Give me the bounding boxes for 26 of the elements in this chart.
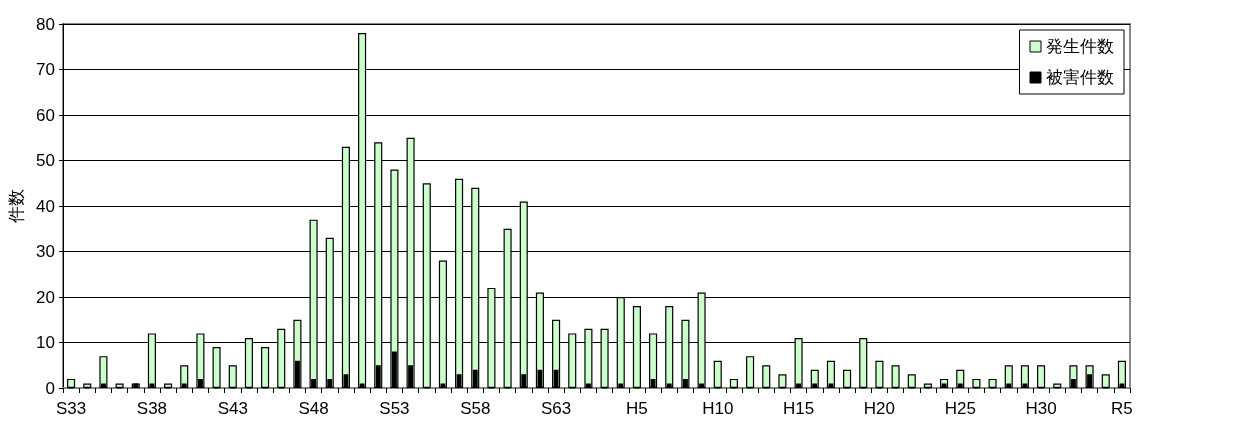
- y-tick-label: 30: [36, 242, 55, 261]
- y-tick-label: 60: [36, 105, 55, 125]
- x-tick-label: H30: [1025, 399, 1057, 418]
- x-tick-label: S33: [55, 399, 87, 418]
- x-tick-label: S53: [379, 399, 410, 418]
- y-tick-label: 40: [36, 196, 55, 216]
- x-tick-label: S48: [298, 399, 329, 418]
- x-tick-label: S58: [460, 399, 491, 418]
- x-tick-label: H10: [702, 399, 734, 418]
- x-tick-label: H5: [626, 399, 648, 418]
- legend-label: 被害件数: [1046, 68, 1114, 87]
- x-tick-label: R5: [1111, 399, 1133, 418]
- y-tick-label: 0: [45, 378, 55, 398]
- x-tick-label: H25: [944, 399, 976, 418]
- x-tick-label: S43: [217, 399, 248, 418]
- y-tick-label: 80: [36, 14, 55, 34]
- x-tick-label: S38: [136, 399, 168, 418]
- x-tick-label: H20: [863, 399, 896, 418]
- x-tick-label: H15: [782, 399, 815, 418]
- x-tick-label: S63: [540, 399, 572, 418]
- y-axis-title: 件数: [7, 189, 26, 223]
- y-tick-label: 10: [36, 333, 55, 352]
- y-tick-label: 50: [36, 151, 55, 170]
- legend-label: 発生件数: [1046, 37, 1114, 56]
- y-tick-label: 20: [36, 287, 55, 307]
- y-tick-label: 70: [36, 60, 55, 79]
